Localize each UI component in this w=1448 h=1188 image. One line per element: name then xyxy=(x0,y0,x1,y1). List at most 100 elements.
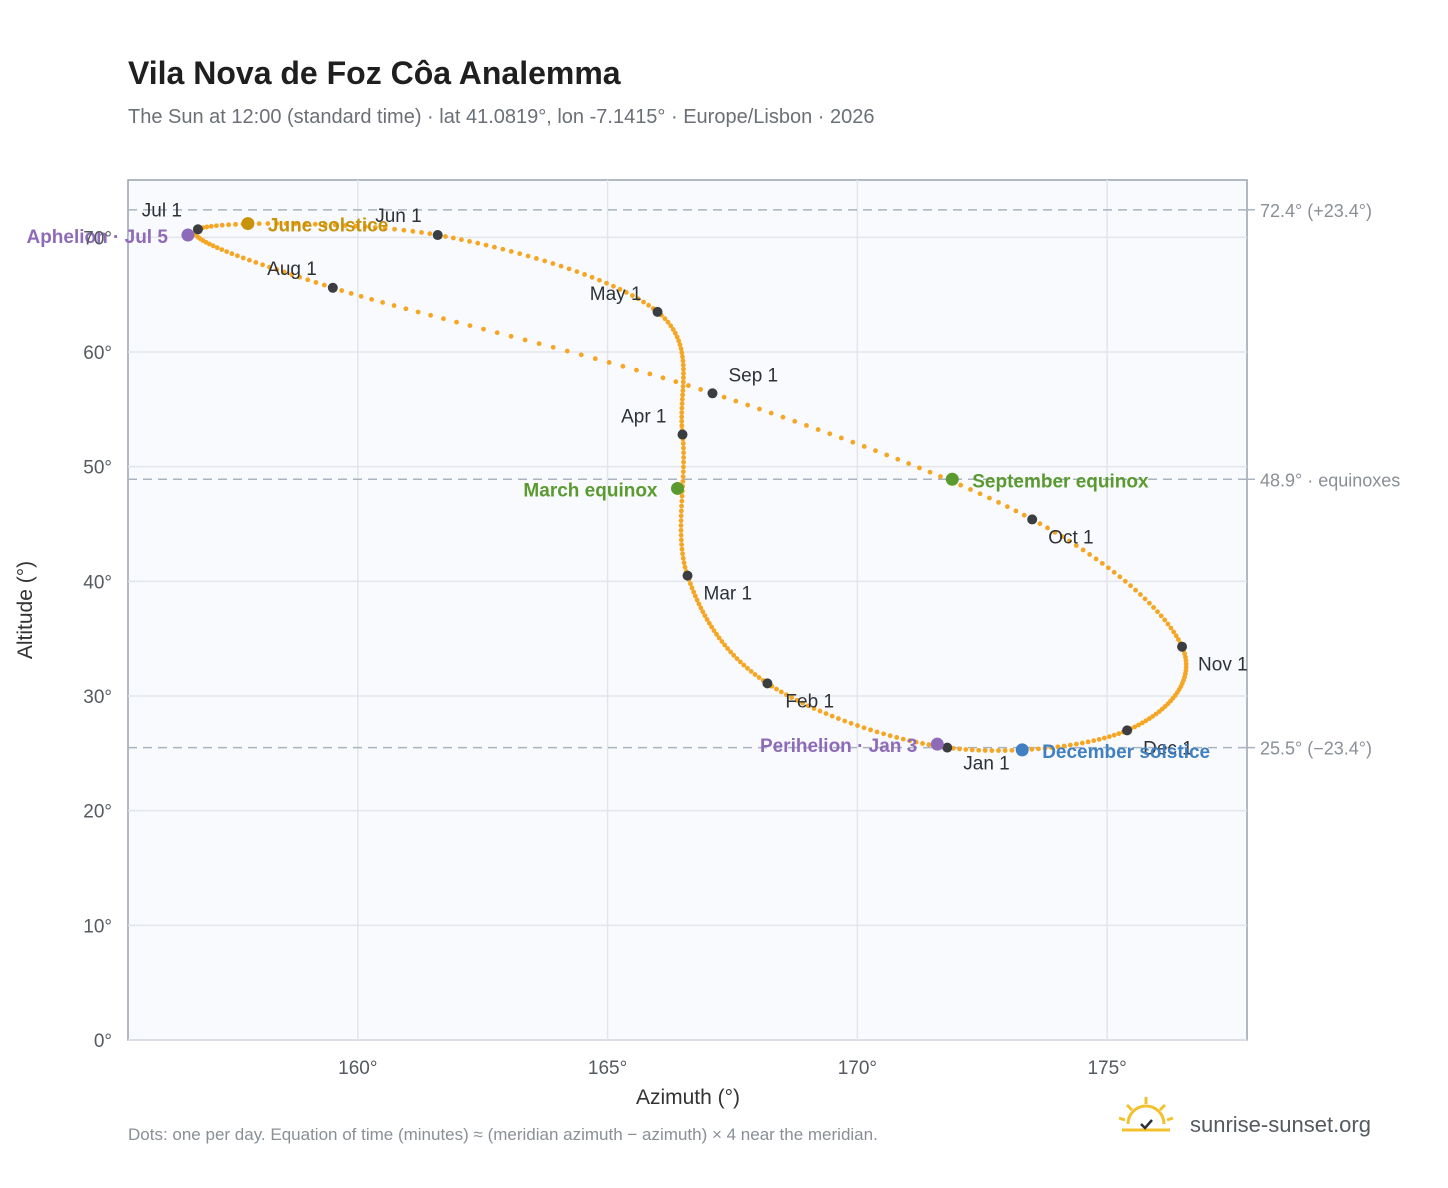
day-dot xyxy=(977,491,983,497)
day-dot xyxy=(312,221,318,227)
day-dot xyxy=(564,348,570,354)
day-dot xyxy=(1066,538,1072,544)
day-dot xyxy=(694,597,700,603)
day-dot xyxy=(1037,521,1043,527)
sun-logo-icon xyxy=(1118,1097,1174,1132)
day-dot xyxy=(415,309,421,315)
day-dot xyxy=(604,280,609,286)
event-label: December solstice xyxy=(1042,742,1210,763)
day-dot xyxy=(256,221,262,227)
month-label: Aug 1 xyxy=(267,259,317,280)
day-dot xyxy=(550,261,556,266)
day-dot xyxy=(722,642,728,648)
day-dot xyxy=(702,613,708,619)
day-dot xyxy=(210,243,216,249)
day-dot xyxy=(670,327,676,332)
day-dot xyxy=(517,251,523,257)
day-dot xyxy=(794,697,800,703)
day-dot xyxy=(996,748,1001,753)
day-dot xyxy=(1128,583,1133,589)
day-dot xyxy=(508,333,514,339)
day-dot xyxy=(208,223,214,229)
day-dot xyxy=(1138,592,1143,597)
day-dot xyxy=(1013,508,1019,514)
day-dot xyxy=(721,394,727,400)
day-dot xyxy=(550,344,556,350)
day-dot xyxy=(353,223,358,229)
day-dot xyxy=(214,245,220,251)
day-dot xyxy=(342,223,348,228)
day-dot xyxy=(391,303,397,308)
day-dot xyxy=(313,279,319,285)
day-dot xyxy=(868,727,873,733)
day-dot xyxy=(895,456,901,462)
month-label: May 1 xyxy=(590,284,642,305)
month-marker xyxy=(762,678,773,689)
day-dot xyxy=(678,537,684,543)
day-dot xyxy=(917,465,922,471)
day-dot xyxy=(321,282,327,288)
month-marker xyxy=(652,306,663,317)
day-dot xyxy=(1042,745,1048,751)
x-axis-label: Azimuth (°) xyxy=(636,1086,740,1109)
day-dot xyxy=(204,224,210,230)
day-dot xyxy=(976,747,982,753)
day-dot xyxy=(811,706,817,711)
day-dot xyxy=(219,222,225,228)
day-dot xyxy=(884,452,890,458)
day-dot xyxy=(660,375,666,381)
day-dot xyxy=(681,450,686,456)
day-dot xyxy=(907,738,913,744)
day-dot xyxy=(784,692,789,698)
event-label: Aphelion · Jul 5 xyxy=(26,227,168,248)
day-dot xyxy=(842,718,848,724)
day-dot xyxy=(1139,720,1145,726)
x-tick-label: 170° xyxy=(838,1058,877,1079)
day-dot xyxy=(458,237,464,243)
day-dot xyxy=(920,741,925,746)
day-dot xyxy=(804,423,809,428)
day-dot xyxy=(792,418,798,424)
day-dot xyxy=(481,326,486,332)
brand-name: sunrise-sunset.org xyxy=(1190,1112,1371,1137)
day-dot xyxy=(235,253,240,259)
day-dot xyxy=(679,410,685,415)
day-dot xyxy=(443,234,448,239)
day-dot xyxy=(1052,529,1058,535)
day-dot xyxy=(322,222,328,227)
event-label: September equinox xyxy=(972,471,1149,492)
axis-ticks: 160° 165° 170° 175° 0° 10° 20° 30° 40° 50° 60° 70° xyxy=(83,228,1127,1079)
day-dot xyxy=(1080,547,1086,553)
y-tick-label: 60° xyxy=(83,343,112,364)
day-dot xyxy=(611,283,616,289)
day-dot xyxy=(1132,724,1138,730)
month-label: Oct 1 xyxy=(1048,527,1093,548)
day-dot xyxy=(680,388,686,394)
day-dot xyxy=(679,503,684,509)
day-dot xyxy=(679,396,685,402)
month-marker xyxy=(682,570,693,581)
plot-area xyxy=(127,179,1248,1041)
day-dot xyxy=(678,532,684,538)
day-dot xyxy=(737,659,743,665)
day-dot xyxy=(1087,552,1093,557)
day-dot xyxy=(714,631,719,637)
month-label: Jun 1 xyxy=(375,206,421,227)
day-dot xyxy=(542,258,548,264)
day-dot xyxy=(838,435,844,441)
day-dot xyxy=(711,628,717,634)
day-dot xyxy=(332,222,338,228)
day-dot xyxy=(696,601,702,607)
day-dot xyxy=(500,246,506,252)
month-marker xyxy=(327,282,338,293)
day-dot xyxy=(265,221,271,226)
chart-subtitle: The Sun at 12:00 (standard time) · lat 4… xyxy=(128,106,874,128)
month-marker xyxy=(677,429,688,440)
day-dot xyxy=(207,241,212,247)
day-dot xyxy=(369,296,375,302)
day-dot xyxy=(673,379,679,385)
day-dot xyxy=(887,733,893,739)
day-dot xyxy=(233,221,238,227)
day-dot xyxy=(1168,625,1174,631)
month-label: Apr 1 xyxy=(621,407,666,428)
